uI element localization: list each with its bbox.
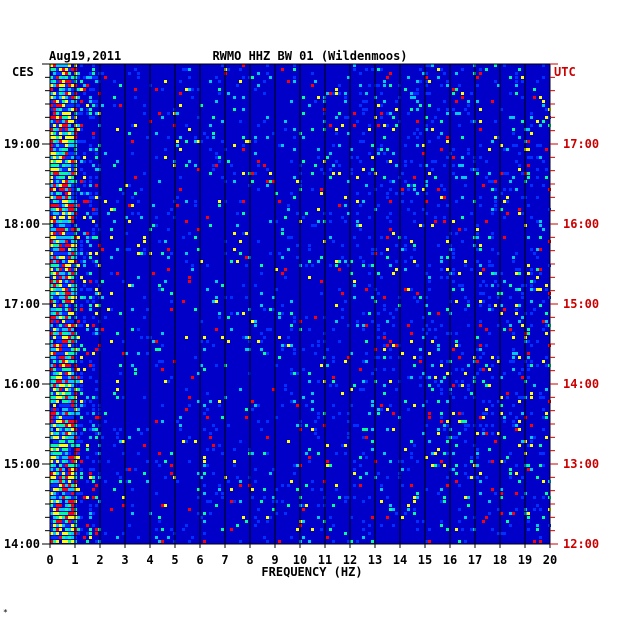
left-time-label: 16:00 [4,377,40,391]
corner-mark: * [3,608,8,617]
x-tick-label: 13 [368,553,382,567]
chart-date: Aug19,2011 [49,49,121,63]
x-tick-label: 14 [393,553,407,567]
right-time-label: 17:00 [563,137,599,151]
x-axis-label: FREQUENCY (HZ) [261,565,362,579]
x-tick-label: 5 [171,553,178,567]
x-tick-label: 11 [318,553,332,567]
right-time-label: 14:00 [563,377,599,391]
right-time-label: 16:00 [563,217,599,231]
x-tick-label: 17 [468,553,482,567]
right-time-label: 12:00 [563,537,599,551]
x-tick-label: 15 [418,553,432,567]
right-time-axis: 17:00 16:00 15:00 14:00 13:00 12:00 [550,63,599,551]
x-tick-label: 20 [543,553,557,567]
x-tick-label: 4 [146,553,153,567]
right-time-label: 15:00 [563,297,599,311]
x-tick-label: 0 [46,553,53,567]
left-time-label: 19:00 [4,137,40,151]
chart-title: RWMO HHZ BW 01 (Wildenmoos) [212,49,407,63]
x-tick-label: 1 [71,553,78,567]
left-axis-label: CES [12,65,34,79]
right-axis-label: UTC [554,65,576,79]
right-time-label: 13:00 [563,457,599,471]
x-tick-label: 18 [493,553,507,567]
left-time-label: 14:00 [4,537,40,551]
x-axis: 0 1 2 3 4 5 6 7 8 9 10 11 12 13 14 15 16 17 18 19 20 [46,544,557,567]
x-tick-label: 2 [96,553,103,567]
x-tick-label: 3 [121,553,128,567]
x-tick-label: 8 [246,553,253,567]
left-time-label: 15:00 [4,457,40,471]
x-tick-label: 12 [343,553,357,567]
left-time-label: 18:00 [4,217,40,231]
x-tick-label: 7 [221,553,228,567]
left-time-axis: 19:00 18:00 17:00 16:00 15:00 14:00 [4,63,50,551]
x-tick-label: 9 [271,553,278,567]
x-tick-label: 16 [443,553,457,567]
x-tick-label: 6 [196,553,203,567]
x-tick-label: 10 [293,553,307,567]
left-time-label: 17:00 [4,297,40,311]
x-tick-label: 19 [518,553,532,567]
frequency-gridlines [49,64,551,544]
